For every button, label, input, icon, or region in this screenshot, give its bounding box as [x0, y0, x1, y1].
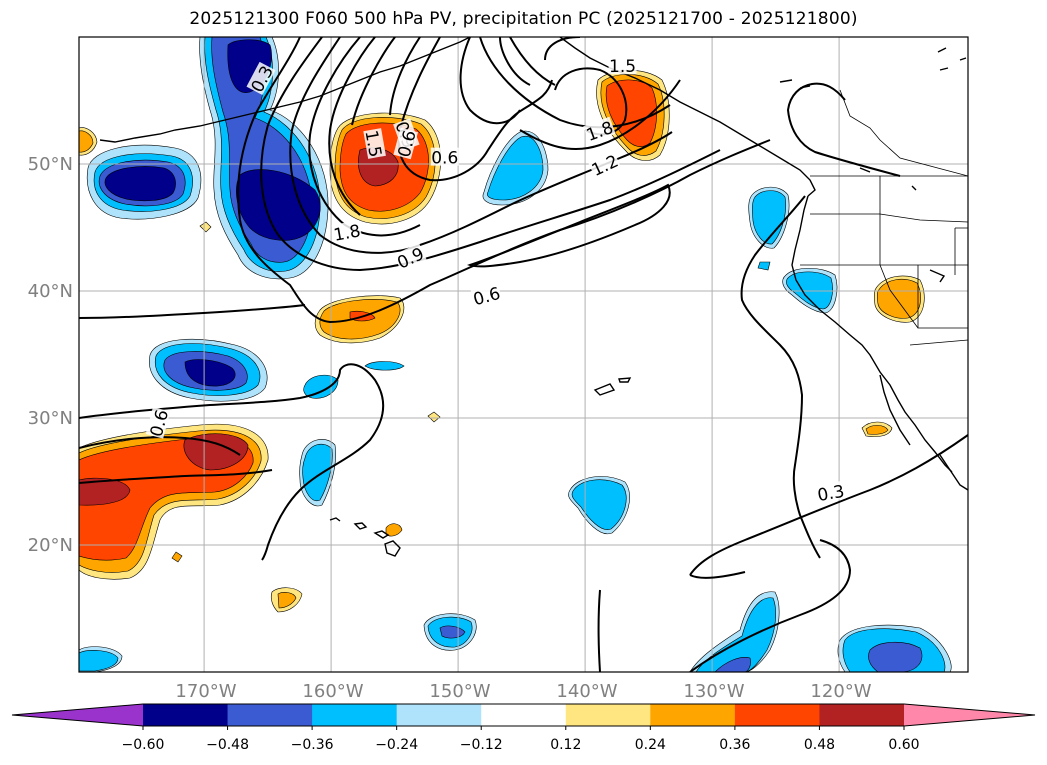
contour-label-text: 1.5	[360, 129, 384, 159]
colorbar-tick-label: 0.48	[804, 737, 835, 753]
contour-label: 0.6	[430, 147, 459, 169]
map-frame	[78, 36, 969, 673]
colorbar-tick-label: −0.12	[460, 737, 503, 753]
lat-tick-label: 40°N	[28, 281, 73, 302]
lat-tick-label: 50°N	[28, 154, 73, 175]
colorbar-tick-label: −0.60	[122, 737, 165, 753]
contour-label-bg	[470, 282, 503, 308]
contour-label-bg	[587, 150, 621, 179]
lon-tick-label: 160°W	[302, 681, 363, 702]
lon-tick-label: 170°W	[175, 681, 236, 702]
colorbar-segment	[227, 704, 313, 726]
contour-labels: 0.31.50.90.60.61.51.81.21.80.90.60.60.3	[145, 56, 847, 506]
graticule	[79, 37, 968, 672]
contour-label: 0.3	[815, 480, 847, 506]
colorbar-segment	[481, 704, 567, 726]
contour-label-text: 0.6	[431, 149, 458, 169]
lat-tick-label: 20°N	[28, 535, 73, 556]
chart-title: 2025121300 F060 500 hPa PV, precipitatio…	[189, 9, 858, 29]
colorbar-segment	[734, 704, 820, 726]
contour-label-bg	[246, 61, 276, 96]
colorbar-tick-label: −0.48	[206, 737, 249, 753]
contour-label: 1.5	[608, 56, 637, 77]
colorbar-segment	[565, 704, 651, 726]
contour-label-bg	[331, 220, 363, 243]
colorbar-tick-label: 0.60	[888, 737, 919, 753]
contour-label-bg	[815, 480, 847, 504]
contour-label-bg	[430, 147, 459, 166]
colorbar-tick-label: 0.12	[550, 737, 581, 753]
lat-tick-label: 30°N	[28, 408, 73, 429]
colorbar-extend-high	[904, 704, 1035, 726]
precip-positive-shading	[79, 69, 925, 613]
lon-tick-label: 120°W	[810, 681, 871, 702]
contour-label: 1.5	[360, 128, 386, 159]
colorbar-segment	[819, 704, 905, 726]
colorbar-tick-label: 0.36	[719, 737, 750, 753]
lon-tick-label: 130°W	[683, 681, 744, 702]
colorbar-tick-label: 0.24	[635, 737, 666, 753]
colorbar-tick-label: −0.24	[375, 737, 418, 753]
contour-label-bg	[145, 406, 171, 439]
lon-tick-label: 140°W	[556, 681, 617, 702]
contour-label-bg	[393, 243, 427, 272]
political-borders	[800, 89, 968, 346]
contour-label-bg	[608, 56, 637, 75]
contour-label-text: 0.3	[816, 482, 846, 506]
contour-label-text: 1.5	[609, 57, 636, 77]
colorbar-segment	[650, 704, 736, 726]
map-area: 0.31.50.90.60.61.51.81.21.80.90.60.60.3	[79, 37, 968, 672]
contour-label: 1.8	[331, 220, 362, 246]
longitude-axis: 170°W 160°W 150°W 140°W 130°W 120°W	[175, 681, 871, 702]
contour-label-bg	[393, 127, 419, 160]
latitude-axis: 20°N 30°N 40°N 50°N	[28, 154, 73, 556]
colorbar-extend-low	[12, 704, 143, 726]
contour-label-text: 1.8	[332, 221, 362, 245]
colorbar-segment	[396, 704, 482, 726]
colorbar-segment	[143, 704, 229, 726]
lon-tick-label: 150°W	[429, 681, 490, 702]
colorbar-segment	[312, 704, 398, 726]
pv-contours	[79, 37, 968, 672]
colorbar: −0.60 −0.48 −0.36 −0.24 −0.12 0.12 0.24 0.36 0.4…	[11, 703, 1036, 753]
contour-label-bg	[583, 116, 616, 144]
contour-label-bg	[363, 128, 386, 159]
colorbar-tick-label: −0.36	[291, 737, 334, 753]
